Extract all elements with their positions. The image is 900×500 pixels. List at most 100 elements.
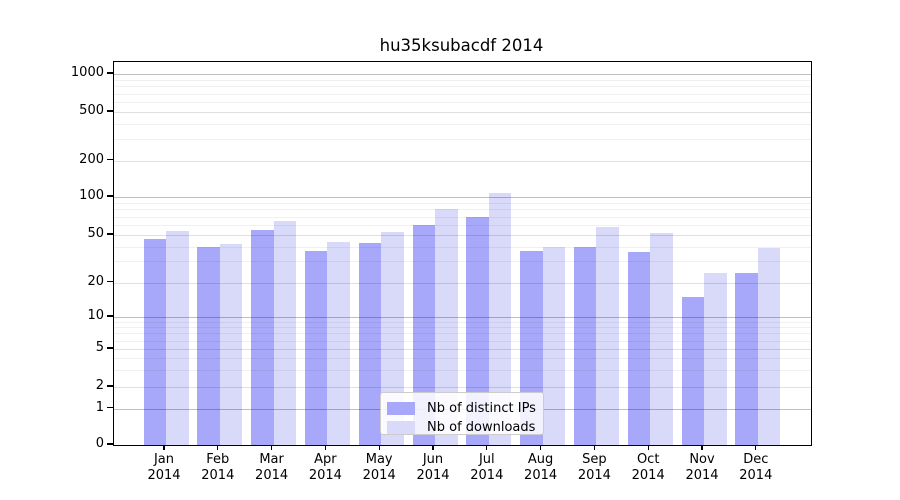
- x-tick-label-month: Aug: [527, 452, 554, 467]
- x-tick-mark: [432, 445, 434, 450]
- chart-title: hu35ksubacdf 2014: [379, 36, 544, 55]
- gridline: [114, 387, 811, 388]
- bar-sep-distinct-ips: [573, 246, 597, 445]
- bar-oct-distinct-ips: [627, 252, 651, 445]
- y-tick-label: 500: [79, 103, 104, 118]
- legend-swatch-distinct-ips: [387, 402, 415, 415]
- y-tick-mark: [107, 385, 113, 387]
- x-tick-label-month: Feb: [206, 452, 230, 467]
- legend-swatch-downloads: [387, 421, 415, 434]
- gridline: [114, 160, 811, 162]
- legend-label: Nb of downloads: [427, 420, 536, 435]
- gridline: [114, 112, 811, 113]
- y-tick-mark: [107, 158, 113, 161]
- bar-jan-downloads: [166, 230, 189, 445]
- bar-nov-distinct-ips: [681, 296, 704, 445]
- x-tick-label-year: 2014: [416, 467, 450, 483]
- x-tick-label-year: 2014: [739, 467, 773, 483]
- y-tick-label: 100: [79, 188, 104, 203]
- x-tick-label: Jul 2014: [459, 452, 515, 483]
- gridline: [114, 282, 811, 284]
- x-tick-label-month: May: [365, 452, 393, 467]
- gridline: [114, 261, 811, 263]
- gridline: [114, 202, 811, 204]
- y-tick-mark: [107, 347, 113, 349]
- x-tick-label-month: Dec: [743, 452, 769, 467]
- y-tick-mark: [107, 406, 113, 409]
- x-tick-mark: [486, 445, 488, 450]
- gridline: [114, 246, 811, 248]
- gridline: [114, 74, 811, 75]
- bar-oct-downloads: [650, 232, 673, 445]
- plot-area: Nb of distinct IPs Nb of downloads: [113, 61, 812, 446]
- gridline: [114, 358, 811, 360]
- x-tick-label-month: Jan: [153, 452, 175, 467]
- gridline: [114, 216, 811, 218]
- gridline: [114, 370, 811, 372]
- x-tick-label: Dec 2014: [728, 452, 784, 483]
- bar-aug-downloads: [542, 246, 566, 445]
- bar-apr-distinct-ips: [304, 250, 328, 445]
- x-tick-label-year: 2014: [524, 467, 558, 483]
- x-tick-label-month: Nov: [689, 452, 715, 467]
- gridline: [114, 93, 811, 95]
- y-tick-label: 20: [87, 273, 104, 289]
- y-tick-label: 1: [95, 399, 104, 415]
- legend-item-distinct-ips: Nb of distinct IPs: [387, 399, 543, 418]
- y-tick-label: 50: [87, 226, 104, 241]
- y-tick-label: 0: [95, 436, 104, 451]
- x-tick-mark: [647, 445, 649, 450]
- x-tick-label-year: 2014: [308, 467, 342, 483]
- y-tick-mark: [107, 280, 113, 283]
- bar-jun-distinct-ips: [412, 225, 435, 445]
- x-tick-label-year: 2014: [201, 467, 235, 483]
- x-tick-label: Jan 2014: [136, 452, 192, 483]
- gridline: [114, 102, 811, 103]
- x-tick-label-year: 2014: [362, 467, 396, 483]
- bar-dec-downloads: [757, 247, 781, 445]
- y-tick-mark: [107, 315, 113, 317]
- gridline: [114, 321, 811, 323]
- y-tick-mark: [107, 72, 113, 74]
- x-tick-mark: [755, 445, 757, 450]
- bar-feb-downloads: [219, 244, 243, 445]
- gridline: [114, 197, 811, 198]
- x-tick-label: Oct 2014: [620, 452, 676, 483]
- y-tick-label: 2: [95, 378, 104, 393]
- x-tick-label: Feb 2014: [190, 452, 246, 483]
- x-tick-mark: [324, 445, 327, 450]
- gridline: [114, 79, 811, 81]
- bar-may-distinct-ips: [358, 242, 382, 445]
- gridline: [114, 333, 811, 335]
- y-tick-label: 5: [95, 340, 104, 355]
- legend-label: Nb of distinct IPs: [427, 401, 536, 416]
- bar-apr-downloads: [327, 241, 350, 445]
- x-tick-label-year: 2014: [470, 467, 504, 483]
- x-tick-label-month: Jun: [422, 452, 444, 467]
- bar-mar-downloads: [273, 220, 297, 445]
- bar-jan-distinct-ips: [143, 239, 166, 445]
- x-tick-label: Mar 2014: [244, 452, 300, 483]
- bar-sep-downloads: [596, 226, 619, 445]
- x-tick-label: Apr 2014: [297, 452, 353, 483]
- bar-jun-downloads: [435, 209, 458, 445]
- x-tick-label-month: Mar: [259, 452, 284, 467]
- gridline: [114, 340, 811, 342]
- bar-may-downloads: [381, 231, 404, 445]
- bar-mar-distinct-ips: [251, 229, 274, 445]
- y-tick-label: 200: [79, 151, 104, 167]
- x-tick-label-month: Jul: [478, 452, 495, 467]
- legend-item-downloads: Nb of downloads: [387, 418, 543, 437]
- x-tick-label-year: 2014: [255, 467, 289, 483]
- gridline: [114, 86, 811, 88]
- bar-jul-downloads: [488, 192, 512, 445]
- x-tick-mark: [540, 445, 542, 450]
- x-tick-label-month: Sep: [582, 452, 607, 467]
- bar-jul-distinct-ips: [466, 217, 489, 445]
- gridline: [114, 139, 811, 141]
- bar-dec-distinct-ips: [735, 273, 758, 445]
- x-tick-mark: [271, 445, 273, 450]
- gridline: [114, 225, 811, 226]
- x-tick-label: Nov 2014: [674, 452, 730, 483]
